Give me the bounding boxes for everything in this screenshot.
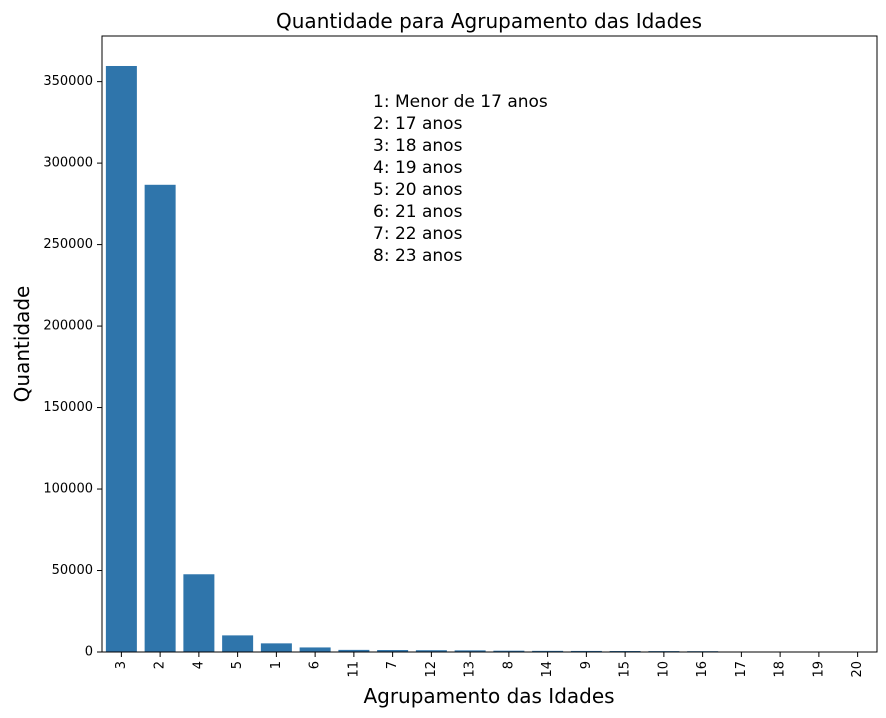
y-tick-label: 200000: [43, 319, 93, 334]
bar-7: [377, 650, 409, 652]
x-axis: 3 2 4 5 1 6 11 7 12 13 8 14 9 15 10 16 17 18 19 20: [114, 652, 865, 678]
x-tick-label: 13: [463, 661, 478, 678]
annotation-line: 4: 19 anos: [373, 158, 463, 178]
x-tick-label: 14: [540, 661, 555, 678]
x-tick-label: 4: [191, 661, 206, 669]
x-axis-label: Agrupamento das Idades: [363, 684, 614, 708]
y-tick-label: 150000: [43, 400, 93, 415]
annotation-line: 5: 20 anos: [373, 180, 463, 200]
y-tick-label: 250000: [43, 237, 93, 252]
x-tick-label: 3: [114, 661, 129, 669]
plot-frame: [101, 35, 878, 653]
bar-14: [532, 650, 564, 652]
x-tick-label: 12: [424, 661, 439, 678]
annotation-line: 7: 22 anos: [373, 224, 463, 244]
x-tick-label: 16: [695, 661, 710, 678]
bar-6: [299, 647, 331, 652]
bar-9: [570, 650, 602, 652]
x-tick-label: 18: [773, 661, 788, 678]
bars-group: [105, 65, 874, 653]
bar-5: [222, 635, 254, 652]
annotation-line: 1: Menor de 17 anos: [373, 92, 548, 112]
y-tick-label: 300000: [43, 156, 93, 171]
x-tick-label: 6: [308, 661, 323, 669]
x-tick-label: 5: [230, 661, 245, 669]
x-tick-label: 19: [811, 661, 826, 678]
x-tick-label: 20: [850, 661, 865, 678]
y-tick-label: 0: [85, 645, 93, 660]
bar-3: [105, 65, 137, 653]
chart-title: Quantidade para Agrupamento das Idades: [276, 9, 702, 33]
x-tick-label: 8: [501, 661, 516, 669]
x-tick-label: 7: [385, 661, 400, 669]
y-axis: 0 50000 100000 150000 200000 250000 300000 3500…: [43, 74, 102, 660]
x-tick-label: 17: [734, 661, 749, 678]
x-tick-label: 10: [656, 661, 671, 678]
annotation-line: 3: 18 anos: [373, 136, 463, 156]
bar-2: [144, 184, 176, 653]
bar-1: [260, 643, 292, 652]
bar-8: [493, 650, 525, 652]
x-tick-label: 11: [346, 661, 361, 678]
bar-4: [183, 574, 215, 652]
bar-13: [454, 650, 486, 652]
y-axis-label: Quantidade: [10, 286, 34, 403]
annotation-line: 6: 21 anos: [373, 202, 463, 222]
x-tick-label: 15: [618, 661, 633, 678]
x-tick-label: 9: [579, 661, 594, 669]
x-tick-label: 1: [269, 661, 284, 669]
annotation-line: 2: 17 anos: [373, 114, 463, 134]
y-tick-label: 100000: [43, 482, 93, 497]
x-tick-label: 2: [153, 661, 168, 669]
y-tick-label: 350000: [43, 74, 93, 89]
y-tick-label: 50000: [52, 563, 93, 578]
annotation-line: 8: 23 anos: [373, 246, 463, 266]
bar-12: [415, 650, 447, 652]
bar-11: [338, 649, 370, 652]
